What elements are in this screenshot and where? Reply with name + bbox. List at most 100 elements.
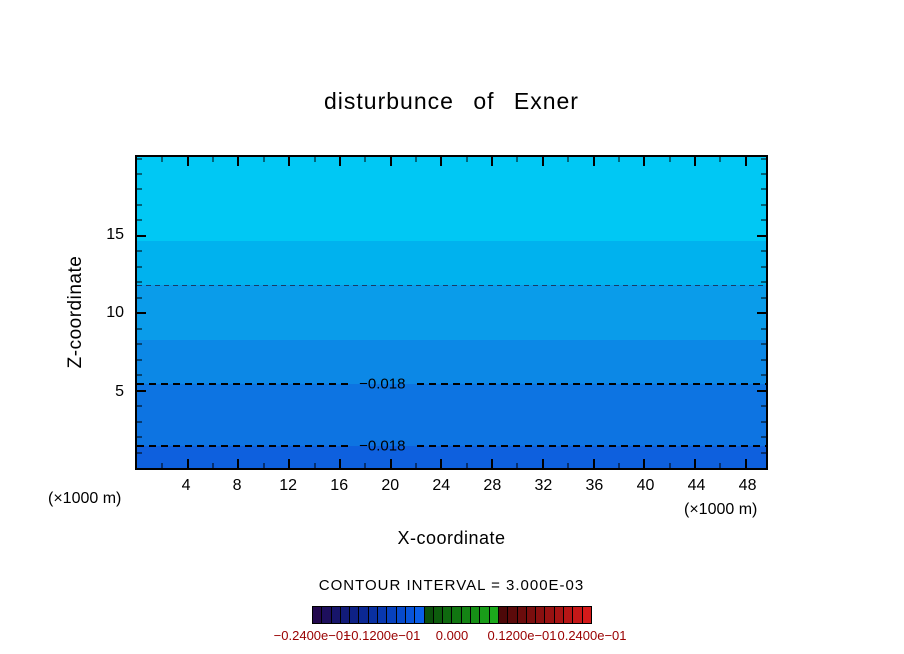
colorbar-stripe — [396, 607, 405, 623]
z-tick-label: 10 — [106, 304, 124, 322]
colorbar-stripe — [350, 607, 359, 623]
axis-tick — [440, 157, 443, 166]
axis-tick — [761, 359, 766, 361]
axis-tick — [212, 463, 214, 468]
axis-tick — [137, 452, 142, 454]
axis-tick — [761, 188, 766, 190]
x-tick-label: 8 — [232, 477, 242, 494]
axis-tick — [669, 463, 671, 468]
axis-tick — [137, 204, 142, 206]
axis-tick — [314, 463, 316, 468]
axis-tick — [761, 173, 766, 175]
axis-tick — [137, 405, 142, 407]
contour-label: −0.018 — [359, 375, 406, 393]
plot-area: −0.018 −0.018 — [135, 155, 768, 470]
axis-tick — [137, 173, 142, 175]
axis-tick — [719, 157, 721, 162]
axis-tick — [643, 157, 646, 166]
axis-tick — [237, 157, 240, 166]
colorbar-stripe — [536, 607, 545, 623]
colorbar-stripe — [433, 607, 443, 623]
axis-tick — [389, 459, 392, 468]
axis-tick — [137, 297, 142, 299]
colorbar-stripe — [331, 607, 340, 623]
axis-tick — [761, 297, 766, 299]
axis-tick — [761, 281, 766, 283]
colorbar-stripe — [508, 607, 517, 623]
axis-tick — [415, 463, 417, 468]
colorbar-stripe — [368, 607, 378, 623]
colorbar-stripe — [545, 607, 554, 623]
x-tick-label: 32 — [534, 477, 553, 494]
colorbar-tick-label: 0.2400e−01 — [557, 628, 627, 643]
colorbar — [312, 606, 592, 624]
axis-tick — [516, 157, 518, 162]
colorbar-stripe — [564, 607, 573, 623]
axis-tick — [618, 463, 620, 468]
colorbar-stripe — [322, 607, 331, 623]
axis-tick — [761, 452, 766, 454]
colorbar-tick-label: −0.2400e−01 — [273, 628, 351, 643]
axis-tick — [137, 188, 142, 190]
axis-tick — [137, 312, 146, 315]
axis-tick — [592, 459, 595, 468]
colorbar-stripe — [340, 607, 350, 623]
axis-tick — [669, 157, 671, 162]
axis-tick — [466, 157, 468, 162]
colorbar-stripe — [573, 607, 582, 623]
z-axis-label: Z-coordinate — [65, 255, 86, 369]
colorbar-stripe — [471, 607, 480, 623]
axis-tick — [314, 157, 316, 162]
axis-tick — [440, 459, 443, 468]
x-tick-label: 44 — [687, 477, 706, 494]
axis-tick — [415, 157, 417, 162]
colorbar-stripe — [359, 607, 368, 623]
axis-tick — [761, 158, 766, 160]
colorbar-stripe — [405, 607, 415, 623]
x-tick-label: 36 — [585, 477, 604, 494]
colorbar-stripe — [415, 607, 424, 623]
axis-tick — [288, 459, 291, 468]
z-axis-unit: (×1000 m) — [48, 490, 122, 507]
axis-tick — [466, 463, 468, 468]
axis-tick — [161, 157, 163, 162]
contour-line-segment — [416, 444, 766, 447]
axis-tick — [719, 463, 721, 468]
z-axis-tick-labels: 5 10 15 — [60, 155, 130, 470]
axis-tick — [137, 266, 142, 268]
axis-tick — [186, 459, 189, 468]
axis-tick — [618, 157, 620, 162]
axis-tick — [567, 157, 569, 162]
colorbar-stripe — [517, 607, 526, 623]
axis-tick — [761, 266, 766, 268]
axis-tick — [757, 312, 766, 315]
colorbar-stripe — [526, 607, 536, 623]
x-axis-label: X-coordinate — [397, 528, 506, 548]
colorbar-stripe — [452, 607, 461, 623]
colorbar-stripe — [424, 607, 433, 623]
x-axis-unit: (×1000 m) — [684, 501, 758, 518]
axis-tick — [137, 328, 142, 330]
axis-tick — [137, 436, 142, 438]
axis-tick — [263, 157, 265, 162]
axis-tick — [761, 250, 766, 252]
x-tick-label: 16 — [330, 477, 349, 494]
contour-band — [137, 339, 766, 385]
contour-band — [137, 384, 766, 446]
axis-tick — [161, 463, 163, 468]
x-tick-label: 28 — [483, 477, 502, 494]
contour-interval-note: CONTOUR INTERVAL = 3.000E-03 — [318, 577, 585, 594]
axis-tick — [643, 459, 646, 468]
axis-tick — [137, 158, 142, 160]
z-tick-label: 15 — [106, 225, 124, 243]
z-tick-label: 5 — [115, 382, 124, 400]
plot-canvas: −0.018 −0.018 — [137, 157, 766, 468]
colorbar-stripe — [461, 607, 471, 623]
axis-tick — [592, 157, 595, 166]
contour-line-segment — [137, 444, 351, 447]
contour-band — [137, 445, 766, 468]
axis-tick — [137, 234, 146, 237]
axis-tick — [137, 343, 142, 345]
axis-tick — [491, 459, 494, 468]
axis-tick — [137, 389, 146, 392]
